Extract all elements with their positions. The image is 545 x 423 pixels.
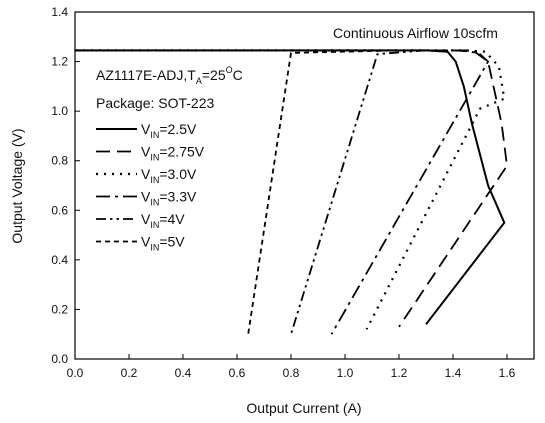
legend-label-value: =3.0V xyxy=(159,166,197,182)
legend-label-value: =4V xyxy=(159,211,185,227)
x-tick-label: 1.2 xyxy=(391,366,408,380)
y-axis-ticks: 0.0 0.2 0.4 0.6 0.8 1.0 1.2 1.4 xyxy=(51,5,80,366)
y-tick-label: 0.6 xyxy=(51,203,68,217)
series-line-4 xyxy=(75,49,427,335)
legend-label-value: =2.5V xyxy=(159,121,197,137)
x-axis-title: Output Current (A) xyxy=(246,400,361,416)
legend: VIN=2.5VVIN=2.75VVIN=3.0VVIN=3.3VVIN=4VV… xyxy=(96,121,205,253)
legend-label-value: =2.75V xyxy=(159,144,204,160)
legend-label: VIN=5V xyxy=(141,234,185,253)
x-tick-label: 0.0 xyxy=(67,366,84,380)
legend-label-main: V xyxy=(141,144,151,160)
series-line-5 xyxy=(75,49,400,337)
legend-label-sub: IN xyxy=(150,130,159,140)
legend-label-main: V xyxy=(141,211,151,227)
legend-label-sub: IN xyxy=(150,198,159,208)
legend-label: VIN=2.5V xyxy=(141,121,197,140)
legend-label: VIN=3.0V xyxy=(141,166,197,185)
series-line-2 xyxy=(75,49,506,330)
legend-label: VIN=4V xyxy=(141,211,185,230)
y-tick-label: 0.8 xyxy=(51,154,68,168)
y-tick-label: 0.0 xyxy=(51,352,68,366)
legend-label-value: =3.3V xyxy=(159,189,197,205)
y-tick-label: 1.2 xyxy=(51,55,68,69)
y-tick-label: 0.4 xyxy=(51,253,68,267)
x-tick-label: 1.4 xyxy=(445,366,462,380)
device-label-suffix: =25 xyxy=(202,67,226,83)
legend-label-main: V xyxy=(141,166,151,182)
device-label-sup: O xyxy=(226,65,233,75)
x-tick-label: 0.8 xyxy=(283,366,300,380)
device-label-prefix: AZ1117E-ADJ,T xyxy=(96,67,196,83)
y-tick-label: 0.2 xyxy=(51,302,68,316)
legend-label-sub: IN xyxy=(150,175,159,185)
series-group xyxy=(75,49,508,337)
device-label-unit: C xyxy=(233,67,243,83)
x-axis-ticks: 0.0 0.2 0.4 0.6 0.8 1.0 1.2 1.4 1.6 xyxy=(67,354,516,380)
legend-label-sub: IN xyxy=(150,220,159,230)
y-tick-label: 1.0 xyxy=(51,104,68,118)
x-tick-label: 1.6 xyxy=(499,366,516,380)
device-label-sub: A xyxy=(196,76,202,86)
legend-label-sub: IN xyxy=(150,243,159,253)
x-tick-label: 0.4 xyxy=(175,366,192,380)
legend-label-value: =5V xyxy=(159,234,185,250)
legend-label-main: V xyxy=(141,189,151,205)
legend-label-sub: IN xyxy=(150,153,159,163)
series-line-1 xyxy=(75,49,508,328)
plot-frame xyxy=(74,11,535,360)
annotation-airflow: Continuous Airflow 10scfm xyxy=(333,25,498,41)
series-line-3 xyxy=(75,49,490,335)
legend-label: VIN=2.75V xyxy=(141,144,205,163)
x-tick-label: 0.6 xyxy=(229,366,246,380)
legend-label-main: V xyxy=(141,121,151,137)
package-label: Package: SOT-223 xyxy=(96,95,215,111)
device-label: AZ1117E-ADJ,TA=25OC xyxy=(96,65,243,86)
x-tick-label: 1.0 xyxy=(337,366,354,380)
x-tick-label: 0.2 xyxy=(121,366,138,380)
y-axis-title: Output Voltage (V) xyxy=(9,128,25,243)
legend-label: VIN=3.3V xyxy=(141,189,197,208)
y-tick-label: 1.4 xyxy=(51,5,68,19)
legend-label-main: V xyxy=(141,234,151,250)
